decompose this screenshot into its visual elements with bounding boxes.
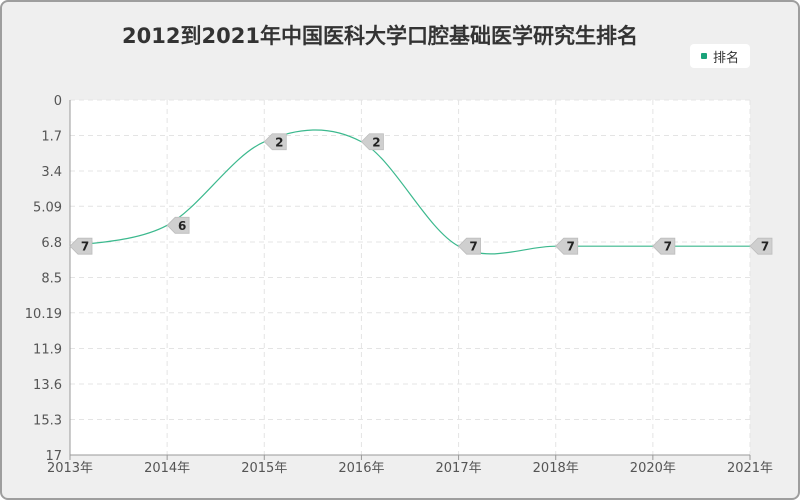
data-label-tag — [360, 133, 384, 151]
y-tick-label: 8.5 — [41, 272, 62, 287]
data-label-tag — [166, 216, 190, 234]
x-tick-label: 2021年 — [727, 461, 773, 476]
data-label: 7 — [469, 240, 477, 254]
data-label: 7 — [81, 240, 89, 254]
y-tick-label: 3.4 — [41, 165, 62, 180]
data-label-tag — [69, 237, 93, 255]
chart-title: 2012到2021年中国医科大学口腔基础医学研究生排名 — [122, 24, 638, 48]
x-tick-label: 2018年 — [533, 461, 579, 476]
data-label-tag — [652, 237, 676, 255]
y-tick-label: 1.7 — [41, 130, 62, 145]
data-label-tag — [458, 237, 481, 255]
data-label: 7 — [567, 240, 575, 254]
data-label-tag — [555, 237, 579, 255]
y-tick-label: 13.6 — [33, 378, 62, 393]
y-tick-label: 15.3 — [33, 414, 62, 429]
data-label: 7 — [761, 240, 769, 254]
data-label: 2 — [275, 135, 283, 149]
data-label: 6 — [178, 219, 186, 233]
data-label-tag — [749, 237, 773, 255]
x-tick-label: 2017年 — [436, 461, 482, 476]
plot-area — [70, 100, 750, 455]
legend-swatch — [700, 53, 707, 59]
y-tick-label: 6.8 — [41, 236, 62, 251]
data-label: 2 — [372, 135, 380, 149]
data-label: 7 — [664, 240, 672, 254]
y-tick-label: 5.09 — [33, 200, 62, 215]
legend[interactable]: 排名 — [690, 44, 750, 68]
y-tick-label: 11.9 — [33, 343, 62, 358]
y-tick-label: 17 — [45, 449, 62, 464]
y-tick-label: 10.19 — [25, 307, 62, 322]
x-tick-label: 2014年 — [144, 461, 190, 476]
data-label-tag — [263, 133, 287, 151]
x-tick-label: 2015年 — [241, 461, 287, 476]
x-tick-label: 2013年 — [47, 461, 93, 476]
legend-label: 排名 — [712, 50, 739, 66]
x-tick-label: 2020年 — [630, 461, 676, 476]
y-tick-label: 0 — [54, 94, 62, 109]
x-tick-label: 2016年 — [338, 461, 384, 476]
